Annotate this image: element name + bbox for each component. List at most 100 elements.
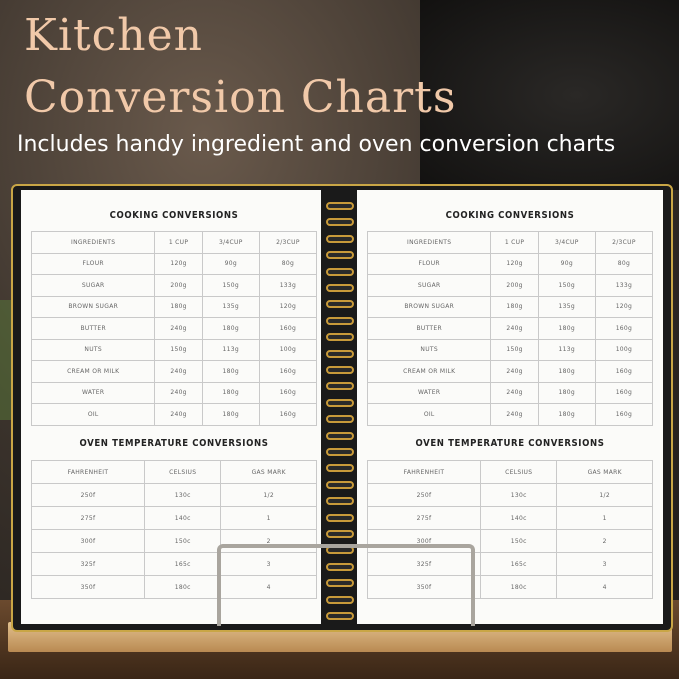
spiral-ring <box>326 480 354 489</box>
table-cell: 160g <box>258 360 318 383</box>
table-row: BROWN SUGAR 180g 135g 120g <box>366 295 654 318</box>
table-cell: 120g <box>594 295 654 318</box>
table-cell: NUTS <box>366 338 492 361</box>
table-cell: 150g <box>490 338 539 361</box>
spiral-ring <box>326 234 354 243</box>
table-cell: 2 <box>556 529 653 553</box>
table-cell: 1/2 <box>556 483 653 507</box>
spiral-ring <box>326 562 354 571</box>
table-cell: 2 <box>220 529 317 553</box>
table-row: BUTTER 240g 180g 160g <box>366 317 654 340</box>
table-cell: WATER <box>366 381 492 404</box>
spiral-ring <box>326 513 354 522</box>
table-row: CREAM OR MILK 240g 180g 160g <box>366 360 654 383</box>
column-header: 3/4CUP <box>201 231 260 254</box>
column-header: INGREDIENTS <box>30 231 156 254</box>
table-cell: 240g <box>490 381 539 404</box>
table-cell: 160g <box>258 381 318 404</box>
table-cell: 120g <box>490 252 539 275</box>
table-cell: 300f <box>31 529 145 553</box>
spiral-ring <box>326 316 354 325</box>
table-cell: 100g <box>594 338 654 361</box>
spiral-ring <box>326 530 354 538</box>
table-row: FLOUR 120g 90g 80g <box>366 252 654 275</box>
table-cell: 180c <box>143 575 222 599</box>
table-row: OIL 240g 180g 160g <box>366 403 654 426</box>
table-cell: 113g <box>201 338 260 361</box>
table-cell: OIL <box>30 403 156 426</box>
table-cell: 130c <box>143 483 222 507</box>
table-cell: 1 <box>220 506 317 530</box>
table-cell: 150c <box>479 529 558 553</box>
table-row: CREAM OR MILK 240g 180g 160g <box>30 360 318 383</box>
table-row: 275f 140c 1 <box>367 506 653 530</box>
table-cell: 160g <box>594 403 654 426</box>
spiral-ring <box>326 300 354 309</box>
spiral-ring <box>326 415 354 424</box>
spiral-ring <box>326 202 354 210</box>
column-header: GAS MARK <box>220 460 317 484</box>
cooking-conversions-table: INGREDIENTS 1 CUP 3/4CUP 2/3CUP FLOUR 120g 90g… <box>30 231 318 426</box>
background-kitchen <box>420 0 679 190</box>
cooking-conversions-table: INGREDIENTS 1 CUP 3/4CUP 2/3CUP FLOUR 120g 90g… <box>366 231 654 426</box>
table-cell: CREAM OR MILK <box>30 360 156 383</box>
table-cell: 135g <box>201 295 260 318</box>
table-cell: 150g <box>537 274 596 297</box>
spiral-binding <box>326 194 354 624</box>
cooking-conversions-title: COOKING CONVERSIONS <box>109 210 239 221</box>
table-row: 250f 130c 1/2 <box>31 483 317 507</box>
table-cell: 160g <box>258 403 318 426</box>
table-cell: 130c <box>479 483 558 507</box>
table-cell: FLOUR <box>366 252 492 275</box>
table-row: WATER 240g 180g 160g <box>366 381 654 404</box>
table-cell: 180g <box>490 295 539 318</box>
oven-conversions-title: OVEN TEMPERATURE CONVERSIONS <box>415 438 605 449</box>
spiral-ring <box>326 464 354 473</box>
oven-conversions-table: FAHRENHEIT CELSIUS GAS MARK 250f 130c 1/2 275f… <box>367 460 653 599</box>
table-cell: 150g <box>154 338 203 361</box>
table-cell: 325f <box>31 552 145 576</box>
table-cell: 240g <box>154 381 203 404</box>
table-row: NUTS 150g 113g 100g <box>366 338 654 361</box>
table-cell: BROWN SUGAR <box>30 295 156 318</box>
table-row: 350f 180c 4 <box>31 575 317 599</box>
table-cell: 160g <box>594 360 654 383</box>
table-cell: 140c <box>479 506 558 530</box>
table-cell: CREAM OR MILK <box>366 360 492 383</box>
table-cell: 275f <box>31 506 145 530</box>
cooking-conversions-title: COOKING CONVERSIONS <box>445 210 575 221</box>
table-cell: 3 <box>220 552 317 576</box>
table-cell: 240g <box>490 360 539 383</box>
table-row: 325f 165c 3 <box>367 552 653 576</box>
column-header: INGREDIENTS <box>366 231 492 254</box>
title-line-1: Kitchen <box>24 10 203 61</box>
column-header: 1 CUP <box>490 231 539 254</box>
table-cell: 200g <box>154 274 203 297</box>
spiral-ring <box>326 284 354 292</box>
column-header: CELSIUS <box>479 460 558 484</box>
column-header: 2/3CUP <box>258 231 318 254</box>
column-header: 3/4CUP <box>537 231 596 254</box>
table-cell: 180g <box>201 381 260 404</box>
table-cell: 90g <box>201 252 260 275</box>
table-row: SUGAR 200g 150g 133g <box>30 274 318 297</box>
table-cell: 3 <box>556 552 653 576</box>
table-cell: 240g <box>154 360 203 383</box>
table-cell: 350f <box>31 575 145 599</box>
oven-conversions-title: OVEN TEMPERATURE CONVERSIONS <box>79 438 269 449</box>
right-page: COOKING CONVERSIONS INGREDIENTS 1 CUP 3/4CU… <box>357 190 663 624</box>
table-cell: 200g <box>490 274 539 297</box>
table-cell: 250f <box>367 483 481 507</box>
table-row: FLOUR 120g 90g 80g <box>30 252 318 275</box>
table-cell: 133g <box>258 274 318 297</box>
spiral-ring <box>326 251 354 260</box>
spiral-ring <box>326 333 354 342</box>
table-row: BROWN SUGAR 180g 135g 120g <box>30 295 318 318</box>
table-row: 275f 140c 1 <box>31 506 317 530</box>
table-cell: SUGAR <box>366 274 492 297</box>
table-cell: 180g <box>201 403 260 426</box>
table-cell: 90g <box>537 252 596 275</box>
table-cell: 350f <box>367 575 481 599</box>
column-header: CELSIUS <box>143 460 222 484</box>
metal-page-holder <box>217 544 475 626</box>
